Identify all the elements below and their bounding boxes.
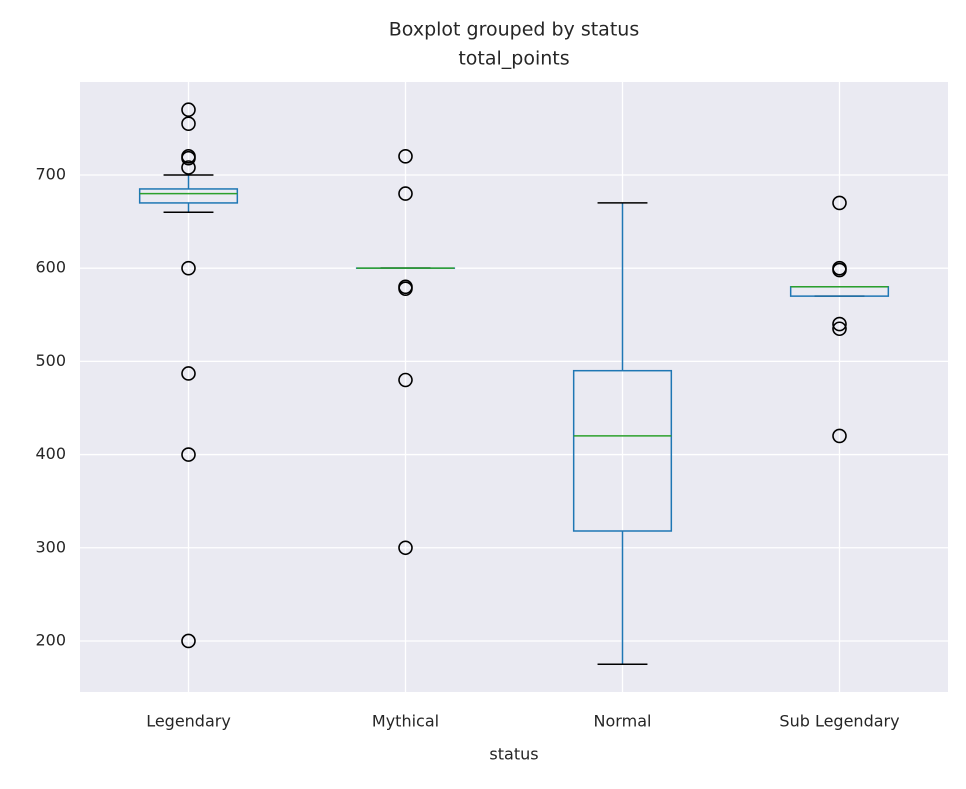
y-tick-label: 200 [35,630,66,649]
y-tick-label: 500 [35,351,66,370]
plot-area [80,82,948,692]
y-tick-label: 400 [35,444,66,463]
x-tick-label: Mythical [372,712,439,731]
x-axis-label: status [489,745,538,764]
y-tick-label: 600 [35,258,66,277]
chart-subtitle: total_points [458,48,569,70]
x-tick-label: Normal [594,712,652,731]
y-tick-label: 300 [35,537,66,556]
chart-title: Boxplot grouped by status [389,19,639,41]
y-tick-label: 700 [35,164,66,183]
x-tick-label: Legendary [146,712,231,731]
x-tick-label: Sub Legendary [779,712,899,731]
